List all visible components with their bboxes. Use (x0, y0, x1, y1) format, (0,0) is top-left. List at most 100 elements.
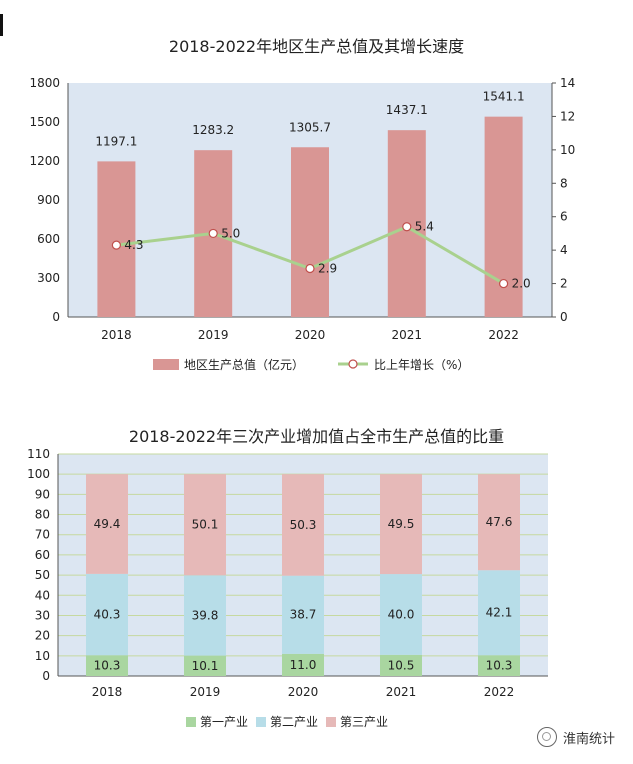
bar-value-label: 1197.1 (95, 134, 137, 148)
y-tick-label-right: 2 (560, 277, 568, 291)
bar-segment-1 (478, 655, 520, 676)
bar-value-label: 1437.1 (386, 103, 428, 117)
y-tick-label-right: 0 (560, 310, 568, 324)
bar-segment-2 (380, 574, 422, 655)
growth-value-label: 5.4 (415, 220, 434, 234)
x-tick-label: 2022 (484, 685, 515, 699)
y-tick-label: 70 (35, 528, 50, 542)
y-tick-label: 90 (35, 487, 50, 501)
bar-segment-1 (282, 653, 324, 676)
legend-swatch-2 (256, 717, 266, 727)
bar-segment-2 (86, 573, 128, 656)
x-tick-label: 2020 (288, 685, 319, 699)
legend-marker-growth (348, 359, 358, 369)
y-tick-label-left: 1800 (29, 76, 60, 90)
segment-value-label: 40.3 (94, 608, 121, 622)
segment-value-label: 10.3 (94, 659, 121, 673)
y-tick-label-left: 1200 (29, 154, 60, 168)
segment-value-label: 38.7 (290, 608, 317, 622)
y-tick-label: 60 (35, 548, 50, 562)
legend-swatch-1 (186, 717, 196, 727)
y-tick-label-right: 8 (560, 176, 568, 190)
bar-segment-1 (86, 655, 128, 676)
bar-segment-1 (184, 655, 226, 676)
growth-point (499, 278, 509, 289)
segment-value-label: 40.0 (388, 607, 415, 621)
segment-value-label: 11.0 (290, 658, 317, 672)
y-tick-label-right: 10 (560, 143, 575, 157)
bar-segment-3 (86, 474, 128, 574)
growth-point (402, 222, 412, 232)
bar-gdp (97, 161, 136, 317)
x-tick-label: 2021 (392, 328, 423, 342)
legend-label-growth: 比上年增长（%） (374, 358, 469, 372)
segment-value-label: 50.1 (192, 518, 219, 532)
x-tick-label: 2022 (488, 328, 519, 342)
segment-value-label: 10.3 (486, 659, 513, 673)
y-tick-label: 0 (42, 669, 50, 683)
y-tick-label: 20 (35, 629, 50, 643)
watermark-text: 淮南统计 (562, 731, 615, 747)
chart2-title: 2018-2022年三次产业增加值占全市生产总值的比重 (128, 427, 505, 446)
segment-value-label: 50.3 (290, 518, 317, 532)
bar-segment-3 (184, 474, 226, 576)
growth-value-label: 5.0 (221, 226, 240, 240)
chart2-industry-share: 0 10 20 30 40 50 60 70 80 90 100 110 10.3 40.3 49.4 201… (27, 447, 548, 729)
x-tick-label: 2018 (92, 685, 123, 699)
y-tick-label: 10 (35, 649, 50, 663)
y-tick-label-left: 300 (37, 271, 60, 285)
y-tick-label: 30 (35, 608, 50, 622)
growth-value-label: 2.9 (318, 262, 337, 276)
legend-swatch-3 (326, 717, 336, 727)
bar-segment-2 (282, 575, 324, 654)
legend-swatch-gdp (153, 359, 179, 370)
bar-value-label: 1541.1 (483, 90, 525, 104)
bar-value-label: 1305.7 (289, 120, 331, 134)
x-tick-label: 2018 (101, 328, 132, 342)
chart1-gdp-growth: 0 300 600 900 1200 1500 1800 0 2 4 6 8 10 12 14 1197.1 2… (29, 76, 575, 372)
segment-value-label: 10.5 (388, 658, 415, 672)
y-tick-label-left: 900 (37, 193, 60, 207)
x-tick-label: 2019 (198, 328, 229, 342)
growth-point (111, 240, 122, 250)
x-tick-label: 2020 (295, 328, 326, 342)
bar-segment-2 (478, 570, 520, 656)
bar-segment-3 (380, 474, 422, 575)
segment-value-label: 49.5 (388, 517, 415, 531)
y-tick-label-left: 600 (37, 232, 60, 246)
segment-value-label: 10.1 (192, 659, 219, 673)
bar-segment-1 (380, 654, 422, 676)
bar-segment-3 (478, 474, 520, 571)
wechat-official-account-icon (536, 727, 557, 747)
chart1-title: 2018-2022年地区生产总值及其增长速度 (168, 37, 465, 56)
text-cursor-mark (0, 14, 3, 36)
bar-segment-2 (184, 575, 226, 656)
segment-value-label: 47.6 (486, 515, 513, 529)
segment-value-label: 49.4 (94, 517, 121, 531)
y-tick-label: 110 (27, 447, 50, 461)
legend-label-2: 第二产业 (270, 715, 318, 729)
legend-label-1: 第一产业 (200, 715, 248, 729)
segment-value-label: 39.8 (192, 608, 219, 622)
y-tick-label-left: 1500 (29, 115, 60, 129)
legend-label-gdp: 地区生产总值（亿元） (184, 357, 304, 372)
y-tick-label: 80 (35, 508, 50, 522)
x-tick-label: 2021 (386, 685, 417, 699)
y-tick-label-left: 0 (52, 310, 60, 324)
growth-point (208, 228, 218, 239)
y-tick-label-right: 14 (560, 76, 575, 90)
watermark: 淮南统计 (536, 727, 615, 747)
growth-value-label: 2.0 (512, 277, 531, 291)
segment-value-label: 42.1 (486, 606, 513, 620)
bar-segment-3 (282, 474, 324, 576)
bar-gdp (291, 147, 329, 317)
y-tick-label-right: 4 (560, 243, 568, 257)
y-tick-label: 100 (27, 467, 50, 481)
y-tick-label-right: 12 (560, 109, 575, 123)
bar-value-label: 1283.2 (192, 123, 234, 137)
x-tick-label: 2019 (190, 685, 221, 699)
growth-value-label: 4.3 (124, 238, 143, 252)
y-tick-label: 50 (35, 568, 50, 582)
y-tick-label-right: 6 (560, 210, 568, 224)
y-tick-label: 40 (35, 588, 50, 602)
